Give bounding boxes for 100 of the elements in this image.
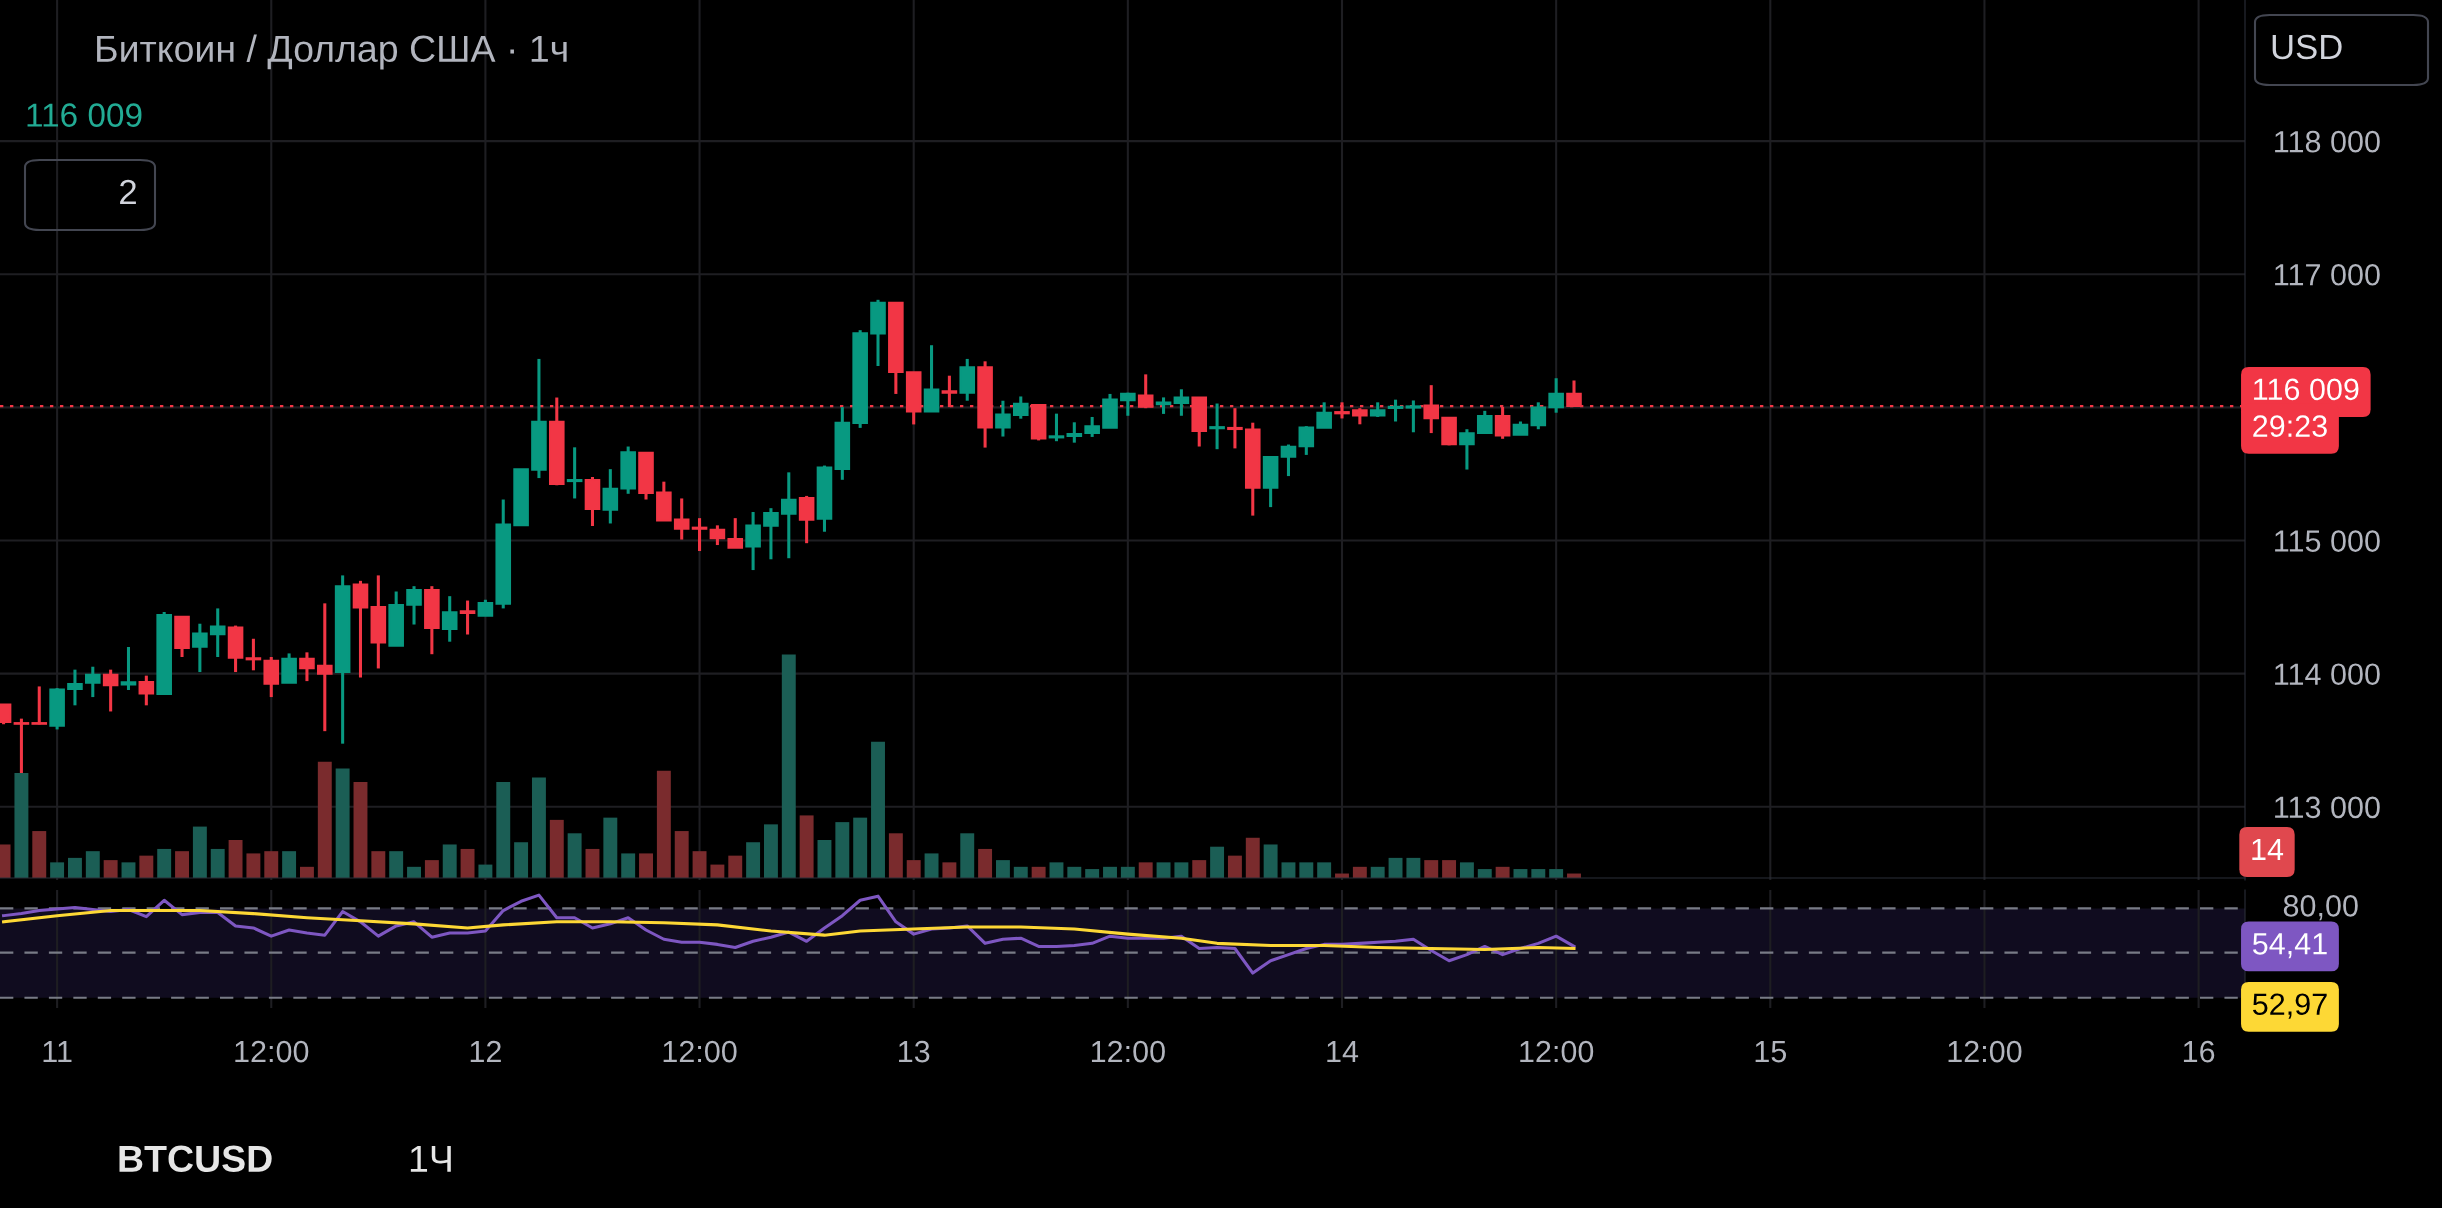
text: 1Ч [410, 1145, 451, 1172]
bar [1495, 866, 1510, 878]
candlestick [709, 525, 726, 547]
bar [85, 851, 100, 878]
x-tick-label: 12:00 [1948, 1040, 2022, 1063]
bar [603, 817, 618, 878]
bar [639, 853, 653, 878]
bar [1227, 855, 1242, 878]
candlestick [995, 400, 1011, 437]
bar [317, 761, 332, 878]
text: 29:23 [2253, 415, 2327, 437]
bar [67, 857, 82, 878]
bar [978, 848, 993, 878]
candlestick [691, 518, 708, 553]
candlestick [209, 608, 226, 657]
y-tick-label: 114 000 [2275, 663, 2380, 686]
bar [853, 817, 868, 878]
bar [246, 853, 261, 878]
bar [1549, 869, 1564, 878]
bar [371, 851, 386, 878]
candlestick [1316, 402, 1332, 429]
text: Биткоин / Доллар США · 1ч [97, 34, 567, 70]
bar [888, 833, 903, 878]
y-tick-label: 117 000 [2275, 263, 2380, 286]
annotation: 2 [120, 179, 136, 204]
candlestick [1137, 374, 1154, 410]
bar [835, 822, 850, 878]
bar [1370, 866, 1385, 878]
candlestick [1084, 416, 1100, 437]
bar [1459, 862, 1474, 878]
text: 14 [2252, 838, 2284, 860]
candlestick [31, 686, 48, 725]
bar [942, 862, 957, 878]
bar [1138, 862, 1153, 878]
bar [32, 831, 47, 878]
bar [1013, 866, 1028, 878]
x-tick-label: 12 [470, 1040, 501, 1063]
candlestick [1459, 429, 1475, 470]
bar [103, 860, 118, 878]
candlestick [1048, 413, 1065, 443]
bar [924, 853, 939, 878]
text: USD [2272, 34, 2342, 60]
bar [353, 781, 368, 878]
candlestick [1405, 400, 1422, 433]
bar [1103, 866, 1117, 878]
text: 116 009 [27, 103, 142, 127]
bar [407, 866, 421, 878]
bar [228, 840, 243, 878]
x-tick-label: 12:00 [1520, 1040, 1594, 1063]
bar [1067, 866, 1082, 878]
bar [1120, 866, 1135, 878]
candlestick [1066, 422, 1083, 443]
bar [871, 741, 885, 878]
bar [1210, 846, 1225, 878]
x-tick-label: 12:00 [235, 1040, 309, 1063]
candlestick [138, 675, 155, 706]
x-tick-label: 14 [1327, 1041, 1359, 1063]
bar [460, 848, 475, 878]
candlestick [299, 652, 315, 683]
candlestick [120, 647, 137, 691]
candlestick [1334, 402, 1350, 419]
bar [1174, 862, 1189, 878]
candlestick [1548, 378, 1564, 413]
bar [1192, 860, 1207, 878]
text: 54,41 [2252, 933, 2327, 959]
bar [531, 777, 546, 878]
bar [1477, 869, 1492, 878]
bar [1263, 844, 1278, 878]
candlestick [1298, 426, 1315, 455]
candlestick [1209, 403, 1225, 451]
bar [14, 772, 29, 878]
bar [799, 815, 814, 878]
y-tick-label: 115 000 [2275, 530, 2380, 552]
bar [1406, 857, 1421, 878]
bar [282, 851, 297, 878]
x-tick-label: 11 [43, 1041, 72, 1063]
bar [549, 819, 564, 878]
x-tick-label: 16 [2183, 1040, 2215, 1063]
bar [442, 844, 457, 878]
bar [960, 833, 975, 878]
candlestick [1387, 399, 1404, 422]
candlestick [192, 623, 208, 674]
bar [1299, 862, 1314, 878]
bar [710, 864, 725, 878]
bar [139, 855, 154, 878]
x-tick-label: 12:00 [663, 1040, 737, 1063]
candlestick [727, 518, 744, 549]
bar [746, 842, 761, 878]
candlestick [85, 666, 101, 699]
bar [1031, 866, 1046, 878]
bar [496, 781, 511, 878]
bar [50, 862, 65, 878]
bar [1424, 860, 1439, 878]
bar [781, 654, 796, 878]
bar [1085, 869, 1100, 878]
bar [1442, 860, 1457, 878]
bar [1531, 869, 1546, 878]
candlestick [745, 512, 761, 572]
bar [424, 860, 439, 878]
candlestick [67, 669, 83, 706]
